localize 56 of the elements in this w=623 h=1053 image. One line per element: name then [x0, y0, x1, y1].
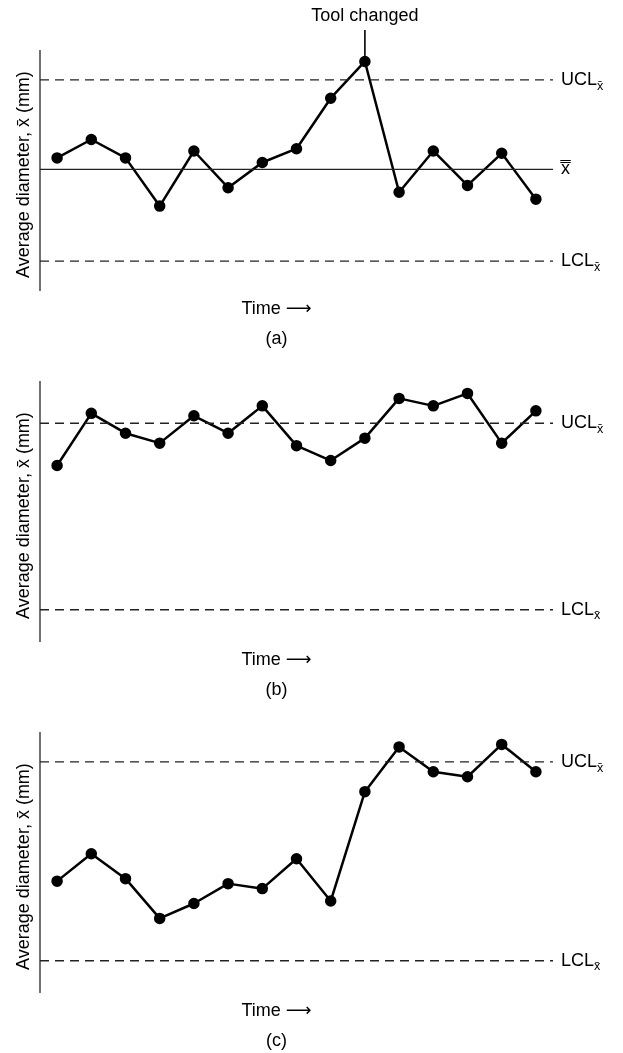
y-axis-title: Average diameter, x̄ (mm) — [12, 71, 33, 278]
point — [393, 392, 405, 405]
ref-line-label: x̿ — [559, 158, 572, 179]
point — [256, 156, 269, 169]
point — [85, 133, 98, 146]
point — [256, 400, 269, 412]
y-axis-title: Average diameter, x̄ (mm) — [12, 412, 33, 619]
point — [85, 407, 98, 420]
point — [359, 432, 371, 444]
y-axis-title: Average diameter, x̄ (mm) — [12, 763, 33, 970]
point — [359, 785, 371, 798]
point — [290, 439, 303, 452]
point — [495, 738, 508, 751]
x-axis-title: Time ⟶ — [241, 297, 312, 318]
point — [461, 770, 474, 783]
point — [222, 181, 234, 194]
point — [119, 872, 132, 885]
point — [51, 459, 63, 472]
point — [290, 142, 303, 155]
point — [119, 427, 132, 439]
point — [324, 454, 337, 467]
point — [324, 92, 337, 104]
point — [119, 152, 132, 164]
point — [461, 179, 474, 192]
text: (b) — [265, 678, 288, 699]
point — [530, 193, 542, 205]
point — [530, 405, 542, 417]
x-axis-title: Time ⟶ — [241, 648, 312, 669]
x-axis-title: Time ⟶ — [241, 999, 312, 1020]
point — [222, 427, 234, 439]
point — [530, 766, 542, 778]
point — [153, 912, 166, 925]
point — [153, 437, 166, 449]
point — [461, 387, 474, 400]
point — [427, 145, 440, 157]
text: (a) — [265, 327, 288, 348]
point — [51, 875, 63, 887]
point — [359, 55, 371, 68]
point — [222, 877, 234, 890]
point — [324, 895, 337, 907]
point — [188, 410, 200, 422]
point — [256, 882, 269, 895]
point — [427, 400, 440, 412]
point — [188, 897, 200, 910]
point — [290, 853, 303, 865]
point — [153, 200, 166, 212]
point — [85, 848, 98, 860]
point — [495, 437, 508, 449]
point — [393, 186, 405, 199]
point — [495, 147, 508, 160]
point — [51, 152, 63, 164]
point — [393, 741, 405, 753]
point — [427, 766, 440, 778]
text: Tool changed — [311, 4, 419, 25]
point — [188, 145, 200, 157]
text: (c) — [266, 1029, 287, 1050]
